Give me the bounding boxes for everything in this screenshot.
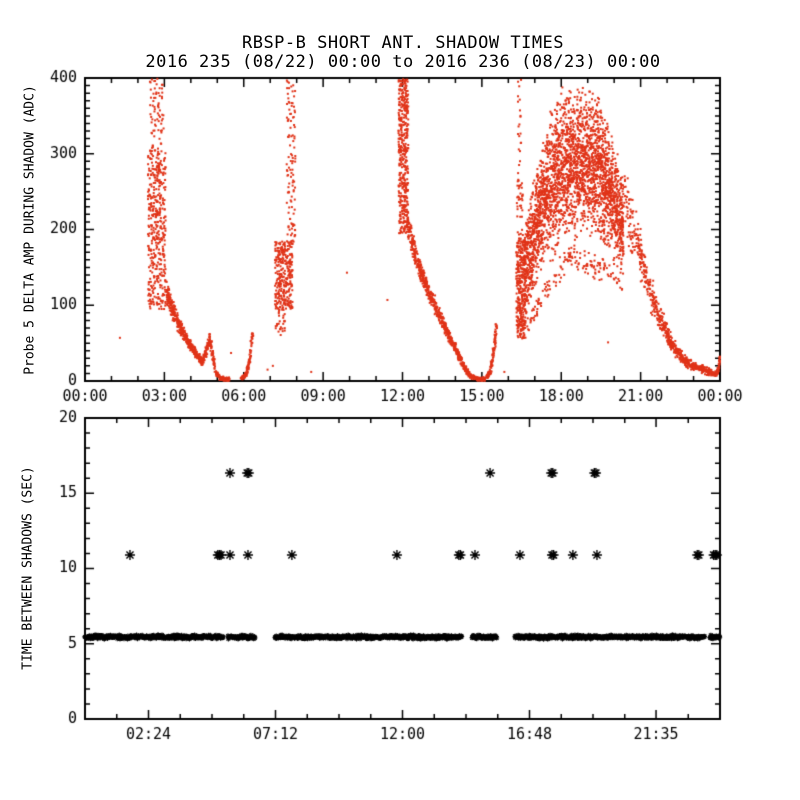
top-y-axis-label: Probe 5 DELTA AMP DURING SHADOW (ADC)	[22, 85, 38, 375]
chart-subtitle: 2016 235 (08/22) 00:00 to 2016 236 (08/2…	[145, 52, 661, 72]
chart-title: RBSP-B SHORT ANT. SHADOW TIMES	[241, 33, 565, 53]
bottom-y-axis-label: TIME BETWEEN SHADOWS (SEC)	[20, 466, 36, 670]
